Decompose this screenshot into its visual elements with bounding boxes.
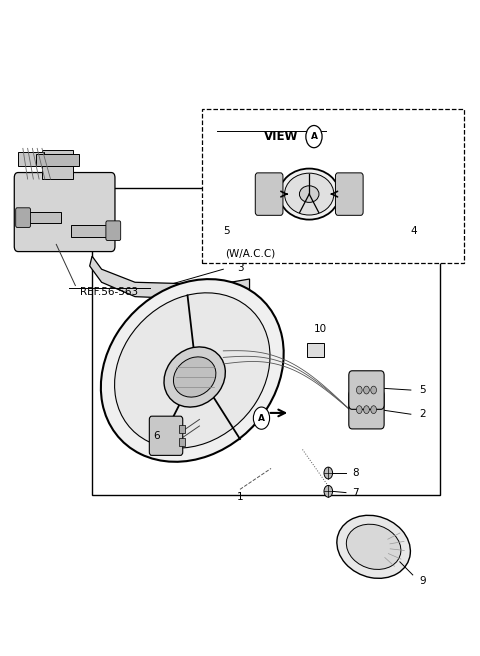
Bar — [92, 188, 441, 495]
Circle shape — [324, 467, 333, 479]
Ellipse shape — [285, 173, 334, 215]
Bar — [202, 109, 464, 262]
Circle shape — [253, 407, 270, 429]
FancyBboxPatch shape — [336, 173, 363, 215]
FancyBboxPatch shape — [255, 173, 283, 215]
FancyBboxPatch shape — [349, 371, 384, 409]
Text: REF.56-563: REF.56-563 — [80, 287, 138, 297]
Ellipse shape — [164, 347, 225, 407]
Text: 1: 1 — [237, 491, 243, 502]
Text: 7: 7 — [352, 487, 359, 498]
Ellipse shape — [337, 516, 410, 579]
FancyBboxPatch shape — [16, 208, 31, 228]
Text: 5: 5 — [223, 226, 230, 236]
Ellipse shape — [279, 169, 339, 220]
Ellipse shape — [101, 279, 284, 462]
Bar — [42, 150, 73, 179]
Bar — [71, 225, 111, 237]
Circle shape — [357, 386, 362, 394]
Text: A: A — [311, 132, 317, 141]
Text: 3: 3 — [237, 263, 243, 273]
Text: 9: 9 — [419, 577, 426, 586]
FancyBboxPatch shape — [14, 173, 115, 251]
Circle shape — [371, 405, 376, 413]
Text: VIEW: VIEW — [264, 130, 298, 143]
Bar — [18, 152, 44, 166]
Text: A: A — [258, 414, 265, 422]
Text: 4: 4 — [411, 226, 418, 236]
Ellipse shape — [173, 357, 216, 397]
FancyBboxPatch shape — [349, 390, 384, 429]
Circle shape — [357, 405, 362, 413]
Ellipse shape — [115, 293, 270, 448]
Circle shape — [324, 485, 333, 497]
FancyBboxPatch shape — [106, 221, 120, 241]
Circle shape — [306, 125, 322, 148]
Circle shape — [371, 386, 376, 394]
Bar — [307, 343, 324, 358]
Text: (W/A.C.C): (W/A.C.C) — [226, 249, 276, 258]
Text: 10: 10 — [313, 324, 327, 335]
Text: 2: 2 — [419, 409, 426, 419]
Circle shape — [364, 386, 369, 394]
Ellipse shape — [347, 524, 401, 569]
Bar — [21, 212, 61, 224]
FancyBboxPatch shape — [149, 416, 183, 455]
Text: 8: 8 — [352, 468, 359, 478]
Polygon shape — [90, 256, 250, 298]
Text: 5: 5 — [419, 385, 426, 395]
Bar — [180, 438, 185, 446]
Text: 6: 6 — [153, 431, 160, 441]
Bar — [180, 425, 185, 433]
Ellipse shape — [300, 186, 319, 203]
Bar — [36, 154, 79, 166]
Circle shape — [364, 405, 369, 413]
